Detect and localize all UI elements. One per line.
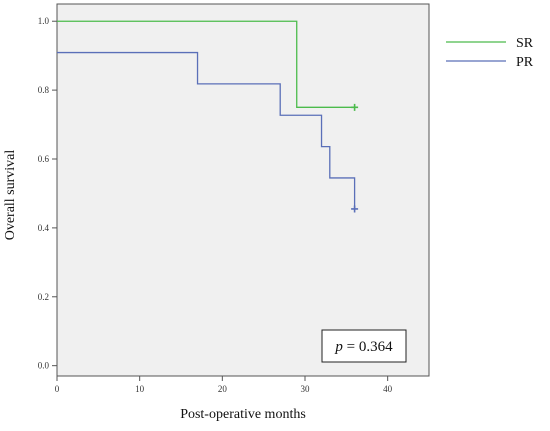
x-tick-label: 40	[383, 384, 393, 394]
censor-mark-sr	[351, 103, 359, 111]
legend-pr-label: PR	[516, 55, 534, 70]
x-tick-label: 0	[55, 384, 60, 394]
pvalue-symbol: p	[334, 339, 343, 355]
censor-mark-pr	[351, 205, 359, 213]
pvalue-value: = 0.364	[343, 339, 393, 355]
y-tick-label: 0.4	[38, 223, 50, 233]
legend-sr-label: SR	[516, 36, 534, 51]
x-axis-title: Post-operative months	[180, 407, 306, 422]
y-tick-label: 0.0	[38, 361, 50, 371]
y-tick-label: 0.8	[38, 85, 50, 95]
x-tick-label: 10	[135, 384, 145, 394]
y-axis-title: Overall survival	[3, 150, 18, 241]
x-tick-label: 30	[301, 384, 311, 394]
series-line-sr	[57, 20, 355, 108]
plot-area	[56, 3, 430, 377]
y-tick-label: 0.2	[38, 292, 49, 302]
pvalue-box	[321, 329, 407, 363]
y-tick-label: 1.0	[38, 16, 50, 26]
series-line-pr	[57, 51, 356, 209]
pvalue-annotation: p = 0.364	[321, 329, 407, 363]
legend: SR PR	[446, 36, 534, 70]
x-tick-label: 20	[218, 384, 228, 394]
y-tick-label: 0.6	[38, 154, 50, 164]
pvalue-text: p = 0.364	[334, 339, 393, 355]
